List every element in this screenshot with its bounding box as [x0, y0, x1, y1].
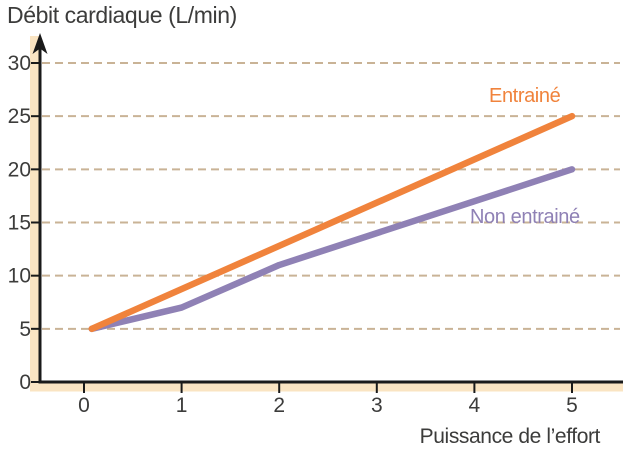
y-tick-label-15: 15 — [8, 212, 31, 235]
series-label-entraine: Entrainé — [489, 85, 561, 107]
x-axis-label: Puissance de l’effort — [419, 425, 601, 448]
y-axis-arrow — [32, 33, 48, 54]
x-axis-band — [30, 383, 623, 392]
x-tick-label-2: 2 — [273, 394, 285, 417]
y-tick-label-5: 5 — [19, 318, 31, 341]
x-tick-label-3: 3 — [371, 394, 383, 417]
y-tick-label-30: 30 — [8, 52, 31, 75]
series-label-non-entraine: Non entrainé — [470, 206, 580, 228]
series-line-non-entraine — [88, 166, 576, 333]
y-tick-label-10: 10 — [8, 265, 31, 288]
chart-title: Débit cardiaque (L/min) — [7, 2, 237, 28]
y-axis-band — [30, 36, 40, 390]
x-tick-label-5: 5 — [566, 394, 578, 417]
x-tick-label-4: 4 — [469, 394, 481, 417]
y-tick-label-0: 0 — [19, 371, 31, 394]
x-tick-label-0: 0 — [78, 394, 90, 417]
x-tick-label-1: 1 — [176, 394, 188, 417]
series-line-entraine — [88, 112, 576, 333]
y-tick-label-20: 20 — [8, 158, 31, 181]
y-tick-label-25: 25 — [8, 105, 31, 128]
